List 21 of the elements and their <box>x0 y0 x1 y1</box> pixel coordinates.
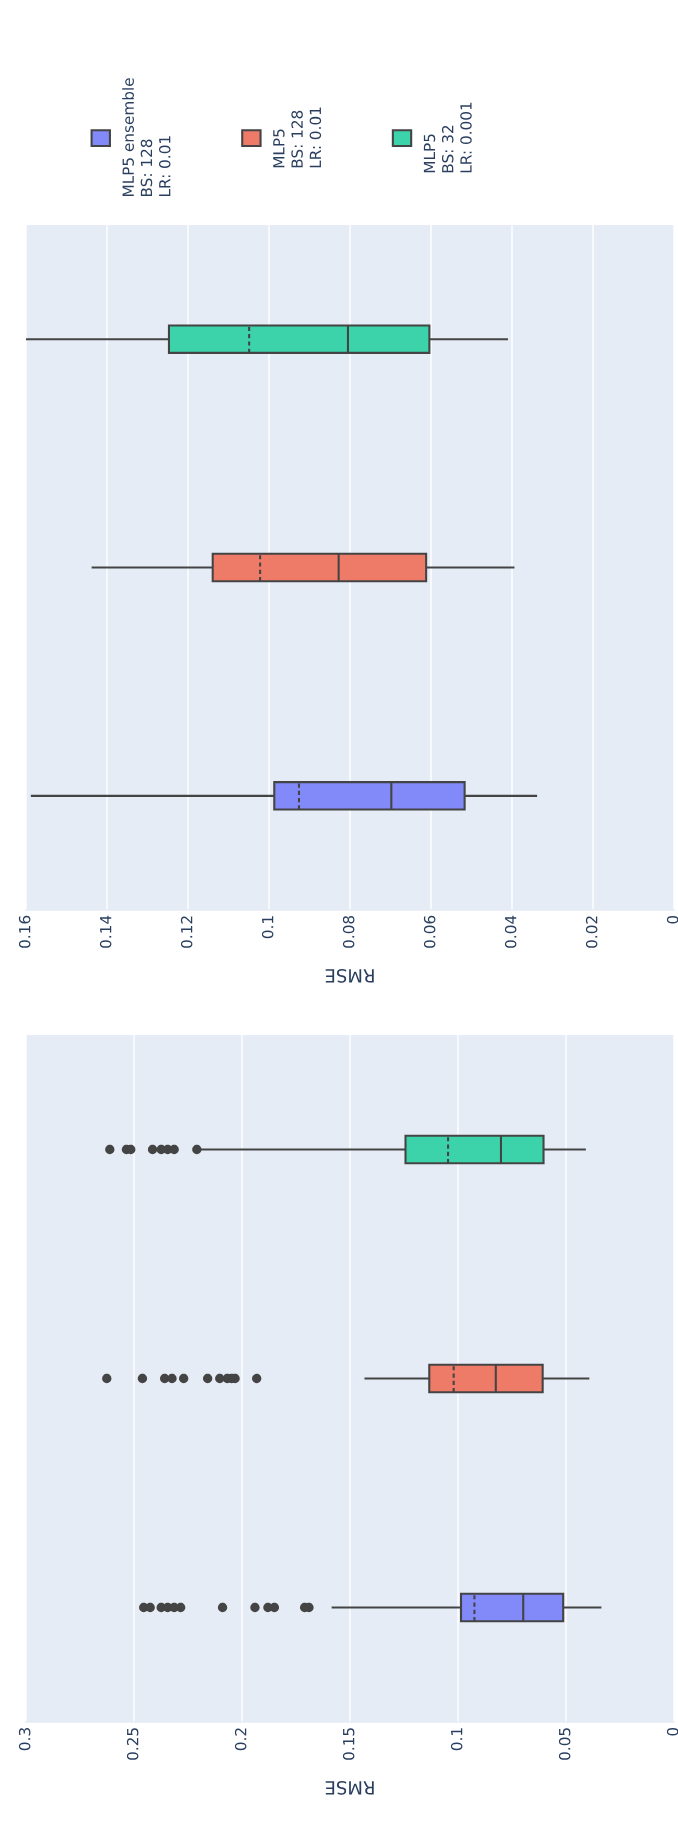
x-tick-label: 0.06 <box>423 915 436 948</box>
x-tick-label: 0.02 <box>585 916 598 948</box>
x-tick-label: 0.15 <box>342 1728 355 1760</box>
x-tick-label: 0.04 <box>504 915 517 948</box>
x-tick-label: 0.25 <box>126 1728 139 1760</box>
x-tick-label: 0.2 <box>234 1728 247 1751</box>
x-axis-title: RMSE <box>325 969 374 983</box>
legend-label: MLP5 BS: 128 LR: 0.01 <box>273 107 322 168</box>
x-tick-label: 0.14 <box>99 915 112 948</box>
x-tick-label: 0.12 <box>180 916 193 948</box>
x-tick-label: 0 <box>666 915 678 924</box>
legend-label: MLP5 BS: 32 LR: 0.001 <box>423 102 472 173</box>
x-tick-label: 0.16 <box>18 915 31 948</box>
legend-label: MLP5 ensemble BS: 128 LR: 0.01 <box>122 78 171 197</box>
x-axis-title: RMSE <box>325 1781 374 1795</box>
x-tick-label: 0.08 <box>342 915 355 948</box>
x-tick-label: 0.3 <box>18 1728 31 1751</box>
x-tick-label: 0.1 <box>450 1728 463 1751</box>
x-tick-label: 0 <box>666 1727 678 1736</box>
x-tick-label: 0.1 <box>261 916 274 939</box>
x-tick-label: 0.05 <box>558 1728 571 1760</box>
